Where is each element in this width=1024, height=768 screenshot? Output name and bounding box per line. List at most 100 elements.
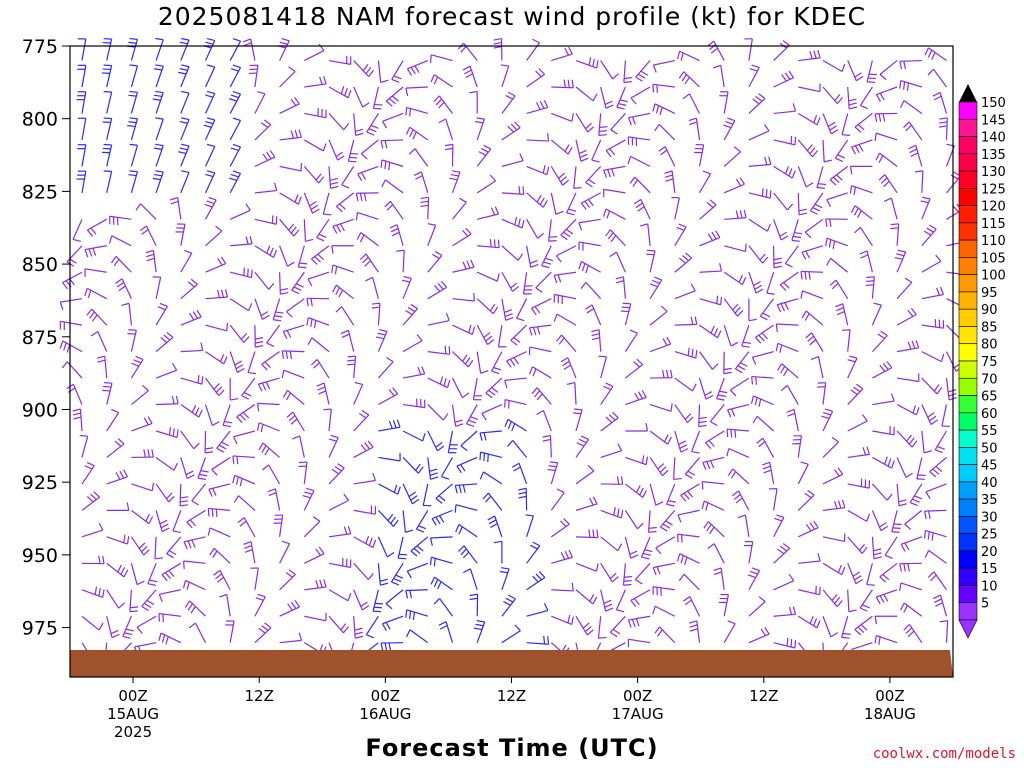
- wind-barb-flag: [603, 599, 612, 604]
- wind-barb-shaft: [283, 324, 305, 333]
- x-tick-label: 12Z: [497, 687, 526, 705]
- wind-barb-flag: [638, 391, 643, 399]
- wind-barb-flag: [373, 610, 382, 613]
- wind-barb-shaft: [847, 453, 870, 459]
- legend-swatch: [958, 429, 978, 448]
- wind-barb-flag: [800, 271, 803, 280]
- legend-label: 130: [981, 165, 1006, 180]
- wind-barb-shaft: [884, 174, 898, 194]
- wind-barb-flag: [852, 571, 861, 577]
- wind-barb-flag: [912, 405, 917, 414]
- wind-barb-flag: [239, 414, 246, 421]
- wind-barb-shaft: [378, 426, 401, 432]
- wind-barb-flag: [223, 356, 228, 365]
- wind-barb-flag: [536, 409, 544, 416]
- wind-barb-shaft: [205, 296, 228, 300]
- wind-barb-flag: [129, 170, 138, 173]
- wind-barb-flag: [187, 603, 194, 611]
- wind-barb-flag: [483, 144, 492, 150]
- wind-barb-flag: [777, 548, 785, 555]
- site-credit[interactable]: coolwx.com/models: [872, 746, 1016, 762]
- wind-barb-flag: [713, 567, 722, 572]
- wind-barb-flag: [382, 121, 388, 129]
- wind-barb-shaft: [762, 437, 775, 458]
- wind-barb-flag: [519, 153, 524, 161]
- wind-barb-flag: [807, 335, 815, 342]
- wind-barb-flag: [220, 256, 227, 264]
- wind-barb-flag: [859, 250, 868, 255]
- wind-barb-flag: [890, 227, 899, 230]
- wind-barb-flag: [585, 265, 590, 274]
- wind-barb-flag: [330, 185, 339, 189]
- wind-barb-flag: [335, 151, 344, 157]
- wind-barb-flag: [665, 520, 673, 526]
- wind-barb-flag: [220, 289, 225, 298]
- wind-barb-flag: [884, 554, 893, 559]
- wind-barb-flag: [761, 188, 764, 197]
- wind-barb-shaft: [896, 483, 900, 506]
- chart-title: 2025081418 NAM forecast wind profile (kt…: [157, 2, 867, 31]
- wind-barb-shaft: [377, 303, 381, 326]
- wind-barb-flag: [922, 196, 931, 200]
- wind-barb-flag: [264, 622, 272, 629]
- wind-barb-flag: [539, 101, 545, 109]
- wind-barb-flag: [648, 530, 657, 533]
- wind-barb-shaft: [575, 59, 597, 69]
- wind-barb-shaft: [81, 436, 89, 458]
- wind-barb-flag: [528, 327, 533, 336]
- wind-barb-shaft: [403, 403, 425, 409]
- wind-barb-flag: [809, 147, 816, 155]
- wind-barb-flag: [111, 633, 120, 639]
- wind-barb-flag: [805, 524, 812, 532]
- wind-barb-shaft: [741, 324, 750, 347]
- wind-barb-flag: [310, 318, 313, 327]
- wind-barb-flag: [661, 369, 665, 378]
- wind-barb-flag: [317, 386, 326, 391]
- wind-barb-flag: [604, 603, 613, 608]
- wind-barb-shaft: [372, 86, 379, 109]
- wind-barb-shaft: [649, 430, 669, 445]
- wind-barb-flag: [890, 223, 899, 226]
- wind-barb-shaft: [372, 277, 379, 299]
- wind-barb-shaft: [640, 536, 651, 558]
- wind-barb-flag: [766, 223, 772, 232]
- wind-barb-shaft: [600, 562, 613, 583]
- wind-barb-flag: [136, 580, 145, 586]
- wind-barb-flag: [763, 469, 772, 474]
- wind-barb-shaft: [829, 165, 849, 181]
- wind-barb-flag: [504, 380, 508, 389]
- wind-barb-flag: [663, 434, 669, 443]
- wind-barb-flag: [836, 600, 843, 608]
- wind-barb-flag: [779, 344, 783, 353]
- wind-barb-shaft: [624, 332, 638, 352]
- wind-barb-flag: [509, 358, 516, 367]
- wind-barb-flag: [444, 143, 453, 147]
- wind-barb-flag: [143, 449, 146, 458]
- wind-barb-shaft: [106, 38, 113, 61]
- wind-barb-flag: [875, 596, 881, 605]
- wind-barb-flag: [948, 389, 957, 393]
- wind-barb-flag: [153, 68, 163, 71]
- wind-barb-flag: [290, 601, 297, 609]
- wind-barb-shaft: [859, 86, 873, 106]
- wind-barb-shaft: [460, 430, 478, 447]
- wind-barb-shaft: [445, 621, 454, 643]
- wind-barb-flag: [312, 208, 320, 214]
- wind-barb-flag: [460, 464, 466, 472]
- wind-barb-flag: [617, 443, 623, 451]
- wind-barb-flag: [236, 416, 243, 424]
- wind-barb-shaft: [585, 281, 602, 300]
- wind-barb-shaft: [303, 165, 320, 184]
- wind-barb-shaft: [600, 60, 614, 80]
- wind-barb-shaft: [773, 642, 796, 649]
- wind-barb-shaft: [480, 451, 503, 459]
- wind-barb-flag: [656, 566, 661, 575]
- wind-barb-shaft: [229, 351, 238, 373]
- wind-barb-flag: [204, 203, 213, 208]
- wind-barb-shaft: [929, 456, 947, 473]
- wind-barb-shaft: [759, 298, 775, 317]
- wind-barb-flag: [713, 327, 719, 336]
- wind-barb-flag: [739, 362, 748, 367]
- wind-barb-flag: [72, 412, 81, 416]
- wind-barb-flag: [580, 157, 589, 162]
